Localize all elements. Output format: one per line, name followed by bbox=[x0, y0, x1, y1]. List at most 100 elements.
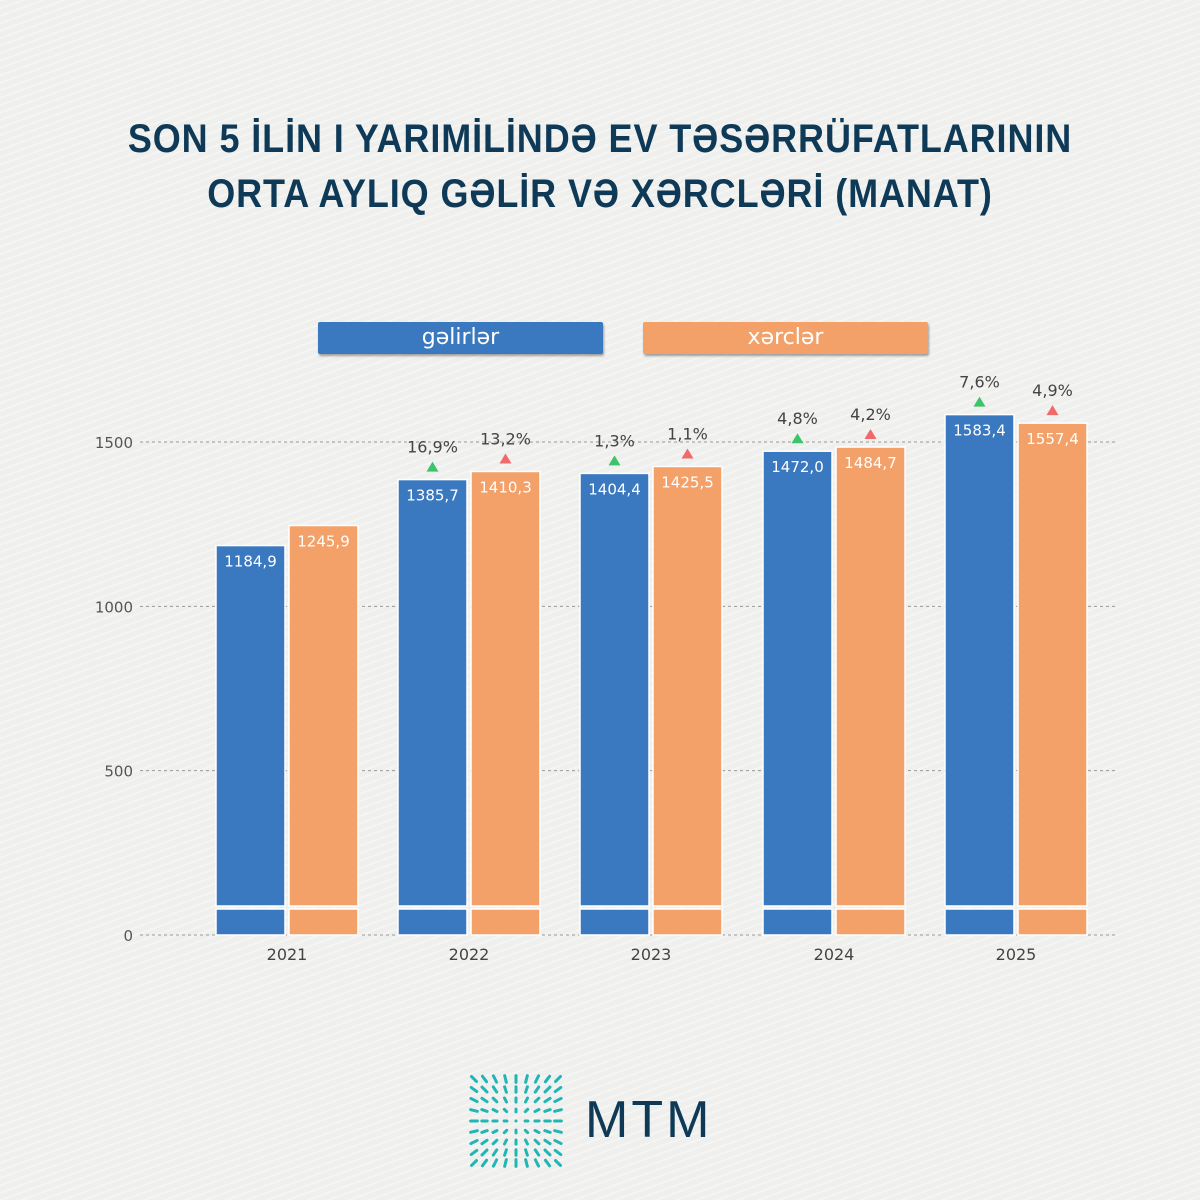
logo-dash bbox=[524, 1096, 529, 1104]
logo-dash bbox=[543, 1138, 552, 1146]
data-label: 1425,5 bbox=[661, 473, 714, 491]
growth-label: 1,1% bbox=[667, 424, 708, 443]
mtm-logo-icon bbox=[469, 1074, 563, 1168]
up-arrow-icon bbox=[791, 433, 804, 444]
bar-income-base bbox=[762, 908, 833, 936]
bar-income-base bbox=[944, 908, 1015, 936]
x-tick-label: 2023 bbox=[631, 945, 672, 964]
x-tick-label: 2022 bbox=[449, 945, 490, 964]
bar-expense bbox=[652, 465, 723, 907]
logo-dash bbox=[553, 1129, 563, 1134]
up-arrow-icon bbox=[1046, 405, 1059, 416]
growth-label: 1,3% bbox=[594, 431, 635, 450]
title-line-1: SON 5 İLİN I YARIMİLİNDƏ EV TƏSƏRRÜFATLA… bbox=[127, 117, 1073, 161]
bar-expense bbox=[1017, 422, 1088, 907]
logo-dash bbox=[480, 1108, 489, 1113]
data-label: 1410,3 bbox=[479, 478, 532, 496]
logo-dash bbox=[491, 1096, 499, 1104]
bar-expense bbox=[470, 470, 541, 907]
logo-dash bbox=[533, 1096, 541, 1104]
logo-dash bbox=[523, 1128, 530, 1135]
bar-expense bbox=[288, 524, 359, 907]
logo-dash bbox=[523, 1107, 530, 1114]
growth-label: 4,8% bbox=[777, 409, 818, 428]
logo-dash bbox=[491, 1074, 499, 1084]
bar-income bbox=[944, 413, 1015, 907]
up-arrow-icon bbox=[499, 453, 512, 464]
logo-dash bbox=[491, 1138, 499, 1146]
logo-dash bbox=[491, 1158, 499, 1168]
logo-dash bbox=[470, 1075, 478, 1083]
growth-label: 4,2% bbox=[850, 405, 891, 424]
logo-dash bbox=[524, 1138, 529, 1146]
up-arrow-icon bbox=[973, 396, 986, 407]
up-arrow-icon bbox=[681, 448, 694, 459]
page-title: SON 5 İLİN I YARIMİLİNDƏ EV TƏSƏRRÜFATLA… bbox=[60, 112, 1140, 222]
logo-dash bbox=[480, 1138, 489, 1146]
bar-income bbox=[762, 450, 833, 907]
logo-dash bbox=[502, 1128, 509, 1135]
logo-dash bbox=[533, 1129, 541, 1134]
data-label: 1472,0 bbox=[771, 458, 824, 476]
legend-income: gəlirlər bbox=[318, 322, 603, 354]
up-arrow-icon bbox=[608, 455, 621, 466]
bar-expense-base bbox=[1017, 908, 1088, 936]
bar-income-base bbox=[579, 908, 650, 936]
logo-dash bbox=[533, 1074, 541, 1084]
up-arrow-icon bbox=[426, 461, 439, 472]
logo-dash bbox=[543, 1085, 552, 1094]
bar-expense-base bbox=[470, 908, 541, 936]
logo-text: MTM bbox=[585, 1091, 713, 1149]
logo-dash bbox=[480, 1158, 489, 1168]
logo-dash bbox=[553, 1085, 563, 1094]
y-tick-label: 0 bbox=[123, 927, 133, 945]
x-tick-label: 2024 bbox=[814, 945, 855, 964]
logo-dash bbox=[469, 1085, 479, 1094]
logo-dash bbox=[553, 1108, 563, 1113]
growth-label: 4,9% bbox=[1032, 381, 1073, 400]
logo-dash bbox=[543, 1074, 552, 1084]
logo-dash bbox=[469, 1138, 479, 1146]
logo-dash bbox=[554, 1159, 562, 1167]
logo-dash bbox=[524, 1085, 529, 1094]
logo-dash bbox=[533, 1138, 541, 1146]
bar-income bbox=[579, 472, 650, 907]
y-tick-label: 1500 bbox=[95, 434, 133, 452]
growth-label: 16,9% bbox=[407, 438, 458, 457]
logo-dash bbox=[524, 1158, 529, 1168]
y-tick-label: 1000 bbox=[95, 598, 133, 616]
bar-income bbox=[215, 544, 286, 907]
bar-expense bbox=[835, 446, 906, 907]
bar-expense-base bbox=[835, 908, 906, 936]
bar-expense-base bbox=[652, 908, 723, 936]
logo-dash bbox=[543, 1158, 552, 1168]
logo-dash bbox=[469, 1096, 479, 1104]
bar-income bbox=[397, 478, 468, 907]
logo-dash bbox=[524, 1074, 529, 1084]
logo-dash bbox=[553, 1138, 563, 1146]
logo-dash bbox=[502, 1107, 509, 1114]
x-tick-label: 2021 bbox=[267, 945, 308, 964]
logo-dash bbox=[533, 1108, 541, 1113]
logo-dash bbox=[480, 1085, 489, 1094]
logo-dash bbox=[470, 1159, 478, 1167]
logo-dash bbox=[503, 1096, 508, 1104]
logo-dash bbox=[480, 1129, 489, 1134]
logo-dash bbox=[480, 1074, 489, 1084]
logo-dash bbox=[503, 1138, 508, 1146]
logo-dash bbox=[543, 1129, 552, 1134]
logo-dash bbox=[503, 1074, 508, 1084]
logo-dash bbox=[543, 1148, 552, 1157]
logo-dash bbox=[533, 1148, 541, 1157]
logo-dash bbox=[553, 1148, 563, 1157]
data-label: 1557,4 bbox=[1026, 430, 1079, 448]
logo-dash bbox=[469, 1108, 479, 1113]
logo-dash bbox=[469, 1129, 479, 1134]
logo-dash bbox=[543, 1108, 552, 1113]
bar-chart: 0 500 1000 1500 2021 1184,9 1245,9 2022 1385,7 16… bbox=[95, 373, 1115, 964]
logo-dash bbox=[533, 1085, 541, 1094]
data-label: 1184,9 bbox=[224, 553, 277, 571]
logo-dash bbox=[533, 1158, 541, 1168]
logo-dash bbox=[491, 1085, 499, 1094]
growth-label: 13,2% bbox=[480, 429, 531, 448]
